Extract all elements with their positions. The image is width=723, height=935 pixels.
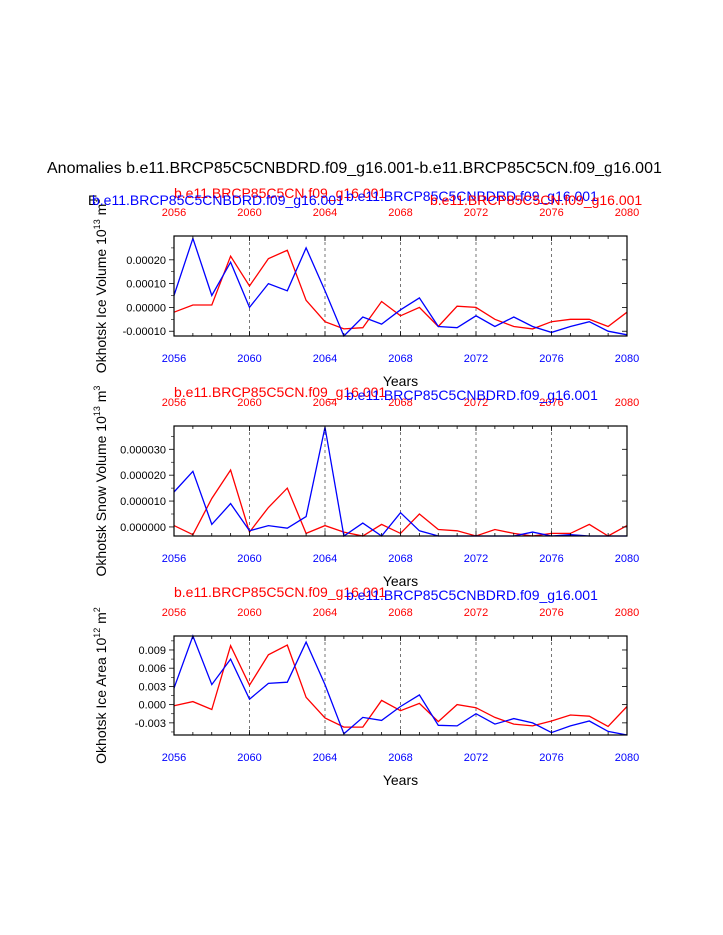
y-axis-title: Okhotsk Snow Volume 1013 m3 — [92, 386, 109, 577]
x-tick-label: 2060 — [237, 553, 261, 565]
x-tick-label: 2080 — [615, 553, 639, 565]
x-tick-label: 2064 — [313, 553, 337, 565]
y-tick-label: 0.000030 — [120, 444, 166, 456]
x-tick-label-top: 2056 — [162, 397, 186, 409]
series-line-red — [173, 468, 628, 537]
x-tick-label-top: 2064 — [313, 607, 337, 619]
y-tick-label: -0.003 — [135, 718, 166, 730]
y-tick-label: 0.006 — [138, 663, 166, 675]
y-tick-label: 0.000020 — [120, 470, 166, 482]
x-tick-label: 2056 — [162, 353, 186, 365]
y-tick-label: 0.003 — [138, 681, 166, 693]
panel-3: -0.003 0.000 0.003 0.006 0.009 2056 2056 2060 20… — [92, 584, 639, 788]
series-line-red — [173, 249, 628, 330]
x-tick-label-top: 2072 — [464, 207, 488, 219]
legend-blue-left: b.e11.BRCP85C5CNBDRD.f09_g16.001 — [92, 192, 344, 208]
y-axis-title: Okhotsk Ice Volume 1013 m3 — [92, 199, 109, 374]
x-axis-title: Years — [383, 772, 418, 788]
main-title: Anomalies b.e11.BRCP85C5CNBDRD.f09_g16.0… — [47, 160, 662, 177]
y-axis-title: Okhotsk Ice Area 1012 m2 — [92, 607, 109, 764]
x-tick-label-top: 2056 — [162, 207, 186, 219]
legend-blue: b.e11.BRCP85C5CNBDRD.f09_g16.001 — [346, 188, 598, 204]
x-axis-title: Years — [383, 373, 418, 389]
x-tick-label-top: 2060 — [237, 607, 261, 619]
y-tick-label: 0.00000 — [126, 302, 166, 314]
x-tick-label: 2056 — [162, 553, 186, 565]
x-tick-label-top: 2076 — [539, 207, 563, 219]
y-tick-label: 0.00010 — [126, 279, 166, 291]
x-tick-label: 2080 — [615, 353, 639, 365]
x-tick-label-top: 2064 — [313, 397, 337, 409]
x-tick-label: 2068 — [388, 553, 412, 565]
x-tick-label: 2076 — [539, 752, 563, 764]
y-tick-label: 0.00020 — [126, 255, 166, 267]
legend-blue: b.e11.BRCP85C5CNBDRD.f09_g16.001 — [346, 587, 598, 603]
x-tick-label-top: 2080 — [615, 607, 639, 619]
x-tick-label-top: 2064 — [313, 207, 337, 219]
y-tick-label: 0.000000 — [120, 522, 166, 534]
legend-red: b.e11.BRCP85C5CN.f09_g16.001 — [174, 185, 386, 201]
x-tick-label-top: 2068 — [388, 207, 412, 219]
legend-prefix: E — [88, 192, 97, 208]
x-tick-label: 2072 — [464, 353, 488, 365]
x-tick-label: 2076 — [539, 553, 563, 565]
x-tick-label-top: 2068 — [388, 607, 412, 619]
x-tick-label: 2068 — [388, 752, 412, 764]
x-tick-label-top: 2080 — [615, 207, 639, 219]
panel-2: 0.000000 0.000010 0.000020 0.000030 2056 2056… — [92, 384, 639, 589]
x-tick-label: 2072 — [464, 553, 488, 565]
y-tick-label: 0.000 — [138, 700, 166, 712]
x-tick-label: 2080 — [615, 752, 639, 764]
panel-1: -0.00010 0.00000 0.00010 0.00020 2056 2056 206… — [88, 185, 642, 389]
x-tick-label-top: 2060 — [237, 207, 261, 219]
legend-blue: b.e11.BRCP85C5CNBDRD.f09_g16.001 — [346, 387, 598, 403]
y-tick-label: 0.009 — [138, 645, 166, 657]
legend-red: b.e11.BRCP85C5CN.f09_g16.001 — [174, 384, 386, 400]
x-tick-label-top: 2076 — [539, 397, 563, 409]
x-tick-label-top: 2060 — [237, 397, 261, 409]
legend-red: b.e11.BRCP85C5CN.f09_g16.001 — [174, 584, 386, 600]
series-line-red — [173, 643, 628, 728]
x-tick-label: 2076 — [539, 353, 563, 365]
x-tick-label: 2064 — [313, 353, 337, 365]
x-tick-label: 2064 — [313, 752, 337, 764]
y-tick-label: 0.000010 — [120, 496, 166, 508]
x-tick-label: 2068 — [388, 353, 412, 365]
x-tick-label: 2072 — [464, 752, 488, 764]
panels: -0.00010 0.00000 0.00010 0.00020 2056 2056 206… — [88, 185, 642, 788]
x-tick-label-top: 2072 — [464, 397, 488, 409]
x-tick-label-top: 2056 — [162, 607, 186, 619]
x-tick-label: 2056 — [162, 752, 186, 764]
x-tick-label: 2060 — [237, 752, 261, 764]
legend-red-right: b.e11.BRCP85C5CN.f09_g16.001 — [430, 192, 642, 208]
x-axis-title: Years — [383, 573, 418, 589]
x-tick-label-top: 2068 — [388, 397, 412, 409]
x-tick-label: 2060 — [237, 353, 261, 365]
x-tick-label-top: 2072 — [464, 607, 488, 619]
y-tick-label: -0.00010 — [123, 326, 166, 338]
x-tick-label-top: 2076 — [539, 607, 563, 619]
x-tick-label-top: 2080 — [615, 397, 639, 409]
